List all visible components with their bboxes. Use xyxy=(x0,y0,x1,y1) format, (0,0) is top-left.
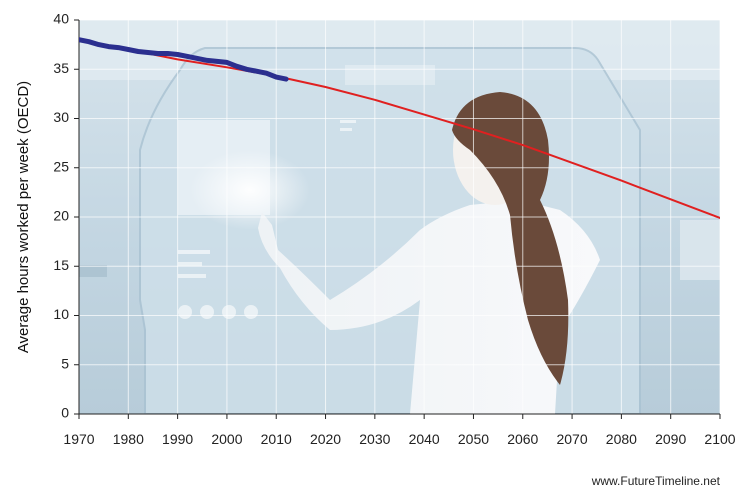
y-tick-label: 40 xyxy=(53,11,69,27)
series-layer xyxy=(79,37,720,219)
x-tick-label: 2060 xyxy=(507,431,538,447)
x-tick-label: 1970 xyxy=(63,431,94,447)
x-tick-label: 1980 xyxy=(113,431,144,447)
y-tick-label: 5 xyxy=(61,355,69,371)
series-line-projection xyxy=(79,38,720,219)
woman-figure xyxy=(258,92,600,414)
x-tick-label: 2010 xyxy=(261,431,292,447)
x-axis-ticks: 1970 1980 1990 2000 2010 2020 2030 2040 2050 2060… xyxy=(63,414,736,447)
y-tick-label: 25 xyxy=(53,158,69,174)
y-tick-label: 30 xyxy=(53,109,69,125)
x-tick-label: 2040 xyxy=(409,431,440,447)
y-axis-title: Average hours worked per week (OECD) xyxy=(15,81,32,353)
y-tick-label: 0 xyxy=(61,405,69,421)
y-axis-ticks: 0 5 10 15 20 25 30 35 40 xyxy=(53,11,79,421)
y-tick-label: 35 xyxy=(53,60,69,76)
x-tick-label: 1990 xyxy=(162,431,193,447)
x-tick-label: 2090 xyxy=(655,431,686,447)
x-tick-label: 2070 xyxy=(556,431,587,447)
x-tick-label: 2030 xyxy=(359,431,390,447)
x-tick-label: 2080 xyxy=(606,431,637,447)
x-tick-label: 2000 xyxy=(211,431,242,447)
x-tick-label: 2100 xyxy=(704,431,735,447)
x-tick-label: 2020 xyxy=(310,431,341,447)
grid xyxy=(79,20,720,414)
x-tick-label: 2050 xyxy=(458,431,489,447)
y-tick-label: 20 xyxy=(53,208,69,224)
hologram-glow xyxy=(190,150,310,230)
y-tick-label: 15 xyxy=(53,257,69,273)
y-tick-label: 10 xyxy=(53,306,69,322)
credit-text: www.FutureTimeline.net xyxy=(591,474,721,488)
series-line-historical xyxy=(79,37,289,82)
